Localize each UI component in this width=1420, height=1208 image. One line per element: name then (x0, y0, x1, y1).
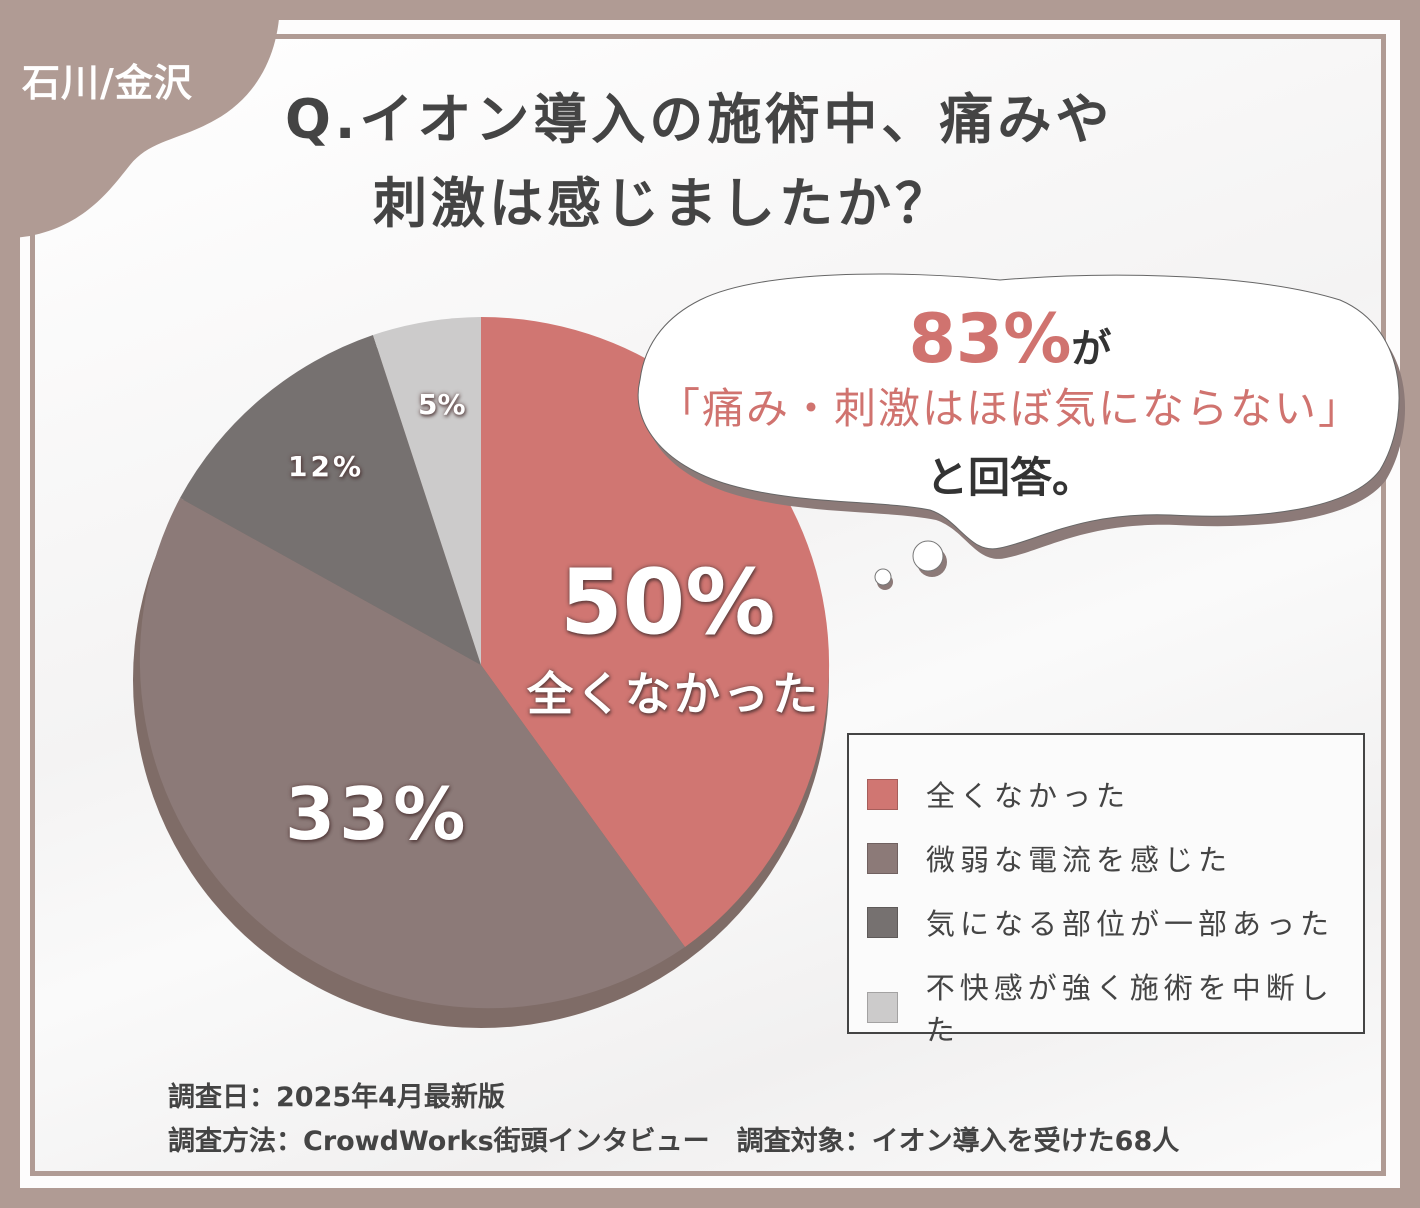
region-label: 石川/金沢 (22, 61, 193, 105)
legend-swatch (867, 906, 898, 938)
title-line-1: Q.イオン導入の施術中、痛みや (285, 88, 1114, 151)
legend-label: 全くなかった (926, 779, 1131, 813)
callout-percent: 83% (908, 300, 1072, 379)
legend-swatch (867, 991, 898, 1023)
callout-quote: 「痛み・刺激はほぼ気にならない」 (657, 384, 1362, 433)
thought-dot-small (874, 568, 892, 586)
pie-label-33: 33% (285, 772, 470, 856)
legend-item: 気になる部位が一部あった (867, 901, 1334, 943)
survey-footer: 調査日：2025年4月最新版 調査方法：CrowdWorks街頭インタビュー 調… (168, 1076, 1179, 1164)
chart-legend: 全くなかった 微弱な電流を感じた 気になる部位が一部あった 不快感が強く施術を中… (847, 733, 1365, 1047)
legend-label: 不快感が強く施術を中断した (925, 971, 1334, 1047)
pie-slice-some-areas (180, 335, 481, 665)
legend-item: 微弱な電流を感じた (867, 837, 1232, 879)
legend-swatch (867, 842, 898, 874)
pie-slice-weak-current (139, 498, 685, 1009)
pie-label-12: 12% (288, 450, 365, 483)
pie-slice-stopped (373, 317, 481, 665)
legend-swatch (867, 778, 898, 810)
legend-label: 微弱な電流を感じた (926, 843, 1233, 877)
survey-method: 調査方法：CrowdWorks街頭インタビュー 調査対象：イオン導入を受けた68… (168, 1126, 1180, 1157)
page-title: Q.イオン導入の施術中、痛みや 刺激は感じましたか？ (285, 78, 1113, 246)
pie-label-50-caption: 全くなかった (527, 667, 821, 721)
region-corner-shape (0, 0, 280, 240)
survey-date: 調査日：2025年4月最新版 (168, 1082, 505, 1113)
legend-label: 気になる部位が一部あった (926, 907, 1335, 941)
callout-particle: が (1071, 326, 1112, 372)
inner-border (30, 34, 1386, 1176)
callout-text: 83%が 「痛み・刺激はほぼ気にならない」 と回答。 (640, 300, 1380, 505)
pie-label-5: 5% (418, 388, 466, 421)
callout-answer: と回答。 (925, 453, 1094, 502)
legend-item: 全くなかった (867, 773, 1130, 815)
legend-item: 不快感が強く施術を中断した (867, 965, 1363, 1049)
pie-label-50: 50% (560, 550, 776, 655)
title-line-2: 刺激は感じましたか？ (373, 172, 953, 235)
speech-bubble (637, 273, 1400, 550)
thought-dot-large (912, 540, 944, 572)
